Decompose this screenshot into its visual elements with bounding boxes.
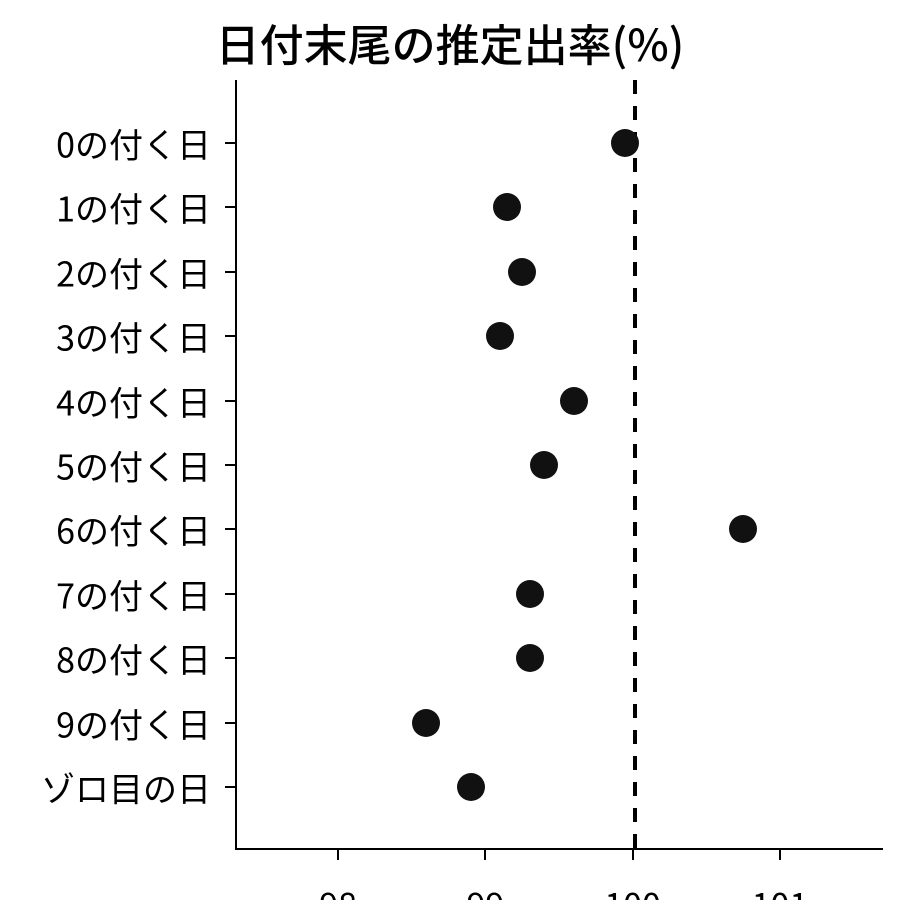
data-point — [729, 515, 757, 543]
y-tick-label: 8の付く日 — [56, 634, 211, 683]
x-tick — [484, 850, 486, 860]
reference-line — [633, 80, 637, 850]
data-point — [508, 258, 536, 286]
x-tick — [337, 850, 339, 860]
y-tick-label: 5の付く日 — [56, 441, 211, 490]
x-axis-line — [235, 848, 883, 850]
y-tick — [225, 786, 235, 788]
y-tick — [225, 722, 235, 724]
y-tick-label: 6の付く日 — [56, 505, 211, 554]
y-tick — [225, 657, 235, 659]
x-tick-label: 98 — [319, 878, 357, 900]
x-tick-label: 100 — [604, 878, 661, 900]
y-tick — [225, 528, 235, 530]
x-tick-label: 99 — [466, 878, 504, 900]
data-point — [412, 709, 440, 737]
y-tick-label: 0の付く日 — [56, 119, 211, 168]
y-tick-label: 4の付く日 — [56, 376, 211, 425]
y-tick — [225, 206, 235, 208]
data-point — [516, 644, 544, 672]
y-tick-label: 9の付く日 — [56, 698, 211, 747]
data-point — [516, 580, 544, 608]
x-tick-label: 101 — [752, 878, 809, 900]
y-tick — [225, 142, 235, 144]
y-tick — [225, 464, 235, 466]
y-tick-label: 7の付く日 — [56, 569, 211, 618]
data-point — [611, 129, 639, 157]
chart-title: 日付末尾の推定出率(%) — [0, 10, 900, 74]
x-tick — [632, 850, 634, 860]
data-point — [560, 387, 588, 415]
y-tick-label: 1の付く日 — [56, 183, 211, 232]
data-point — [530, 451, 558, 479]
data-point — [486, 322, 514, 350]
y-tick-label: 2の付く日 — [56, 247, 211, 296]
y-tick-label: ゾロ目の日 — [41, 763, 211, 812]
y-tick — [225, 593, 235, 595]
y-axis-line — [235, 80, 237, 850]
y-tick-label: 3の付く日 — [56, 312, 211, 361]
data-point — [493, 193, 521, 221]
data-point — [457, 773, 485, 801]
y-tick — [225, 335, 235, 337]
x-tick — [779, 850, 781, 860]
dot-plot-chart: 日付末尾の推定出率(%) 98991001010の付く日1の付く日2の付く日3の… — [0, 0, 900, 900]
plot-area: 98991001010の付く日1の付く日2の付く日3の付く日4の付く日5の付く日… — [235, 80, 883, 850]
y-tick — [225, 271, 235, 273]
y-tick — [225, 400, 235, 402]
